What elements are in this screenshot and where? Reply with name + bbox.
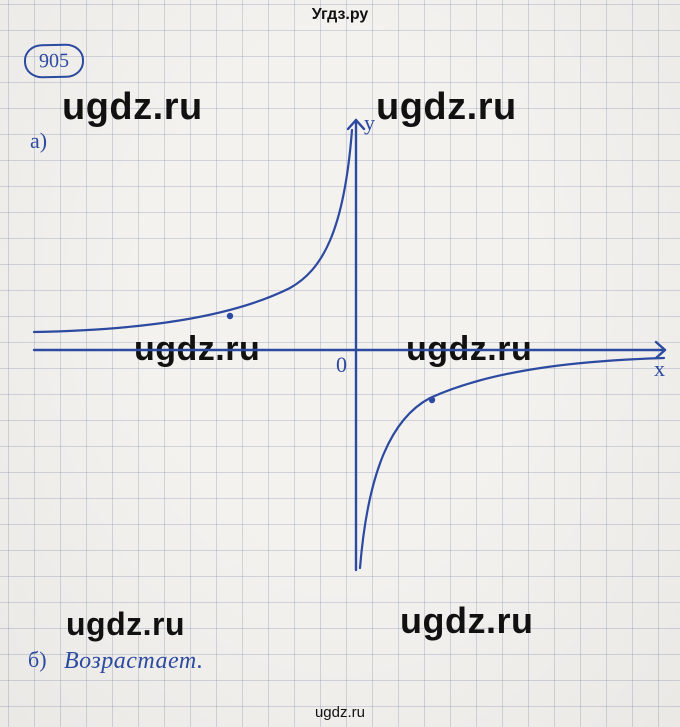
watermark: ugdz.ru: [134, 330, 260, 369]
x-axis-label: x: [654, 356, 665, 382]
site-footer: ugdz.ru: [0, 704, 680, 721]
page: Угдз.ру ugdz.ru ugdz.ru ugdz.ru ugdz.ru …: [0, 0, 680, 727]
watermark: ugdz.ru: [406, 330, 532, 369]
y-axis-label: y: [364, 110, 375, 136]
part-b-label: б): [28, 647, 47, 673]
site-header: Угдз.ру: [0, 6, 680, 24]
watermark: ugdz.ru: [400, 600, 533, 642]
watermark: ugdz.ru: [62, 86, 203, 129]
origin-label: 0: [336, 352, 347, 378]
watermark: ugdz.ru: [376, 86, 517, 129]
part-a-label: а): [30, 128, 47, 154]
part-b-answer: Возрастает.: [64, 648, 203, 675]
watermark: ugdz.ru: [66, 606, 185, 643]
problem-number: 905: [24, 43, 85, 78]
